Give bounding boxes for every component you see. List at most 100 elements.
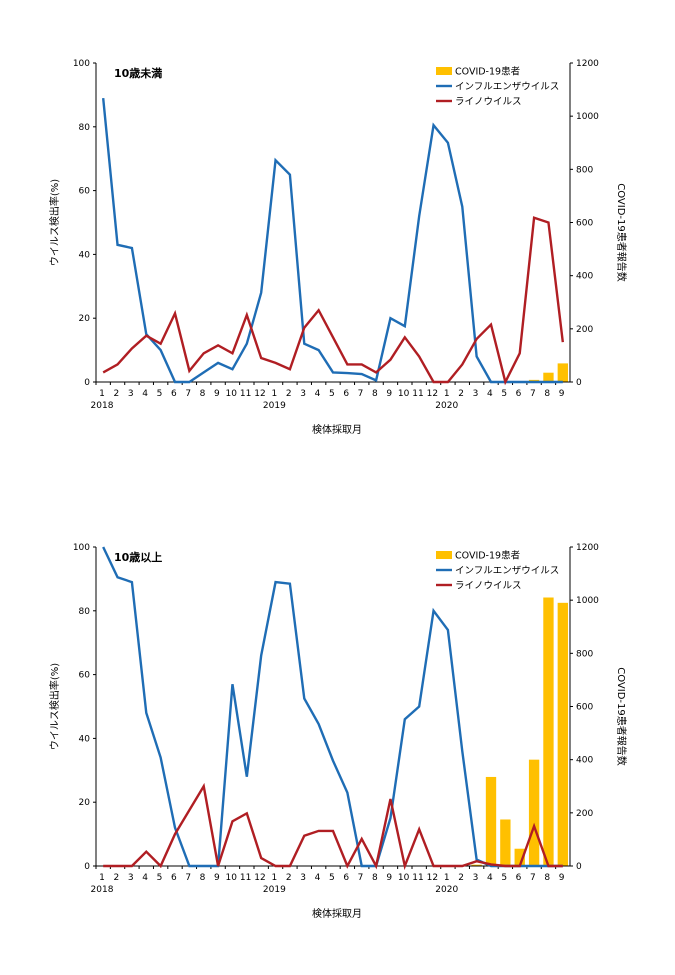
y2-tick-label: 600: [576, 219, 593, 229]
y-tick-label: 80: [79, 123, 91, 133]
x-tick-label: 6: [516, 873, 522, 883]
x-tick-label: 9: [214, 389, 220, 399]
rhinovirus-line: [103, 782, 563, 871]
x-tick-label: 5: [157, 873, 163, 883]
x-tick-label: 8: [200, 389, 206, 399]
y2-tick-label: 600: [576, 703, 593, 713]
x-tick-label: 11: [412, 873, 423, 883]
x-year-label: 2020: [435, 885, 458, 895]
x-tick-label: 12: [254, 389, 265, 399]
y2-tick-label: 200: [576, 809, 593, 819]
x-year-label: 2018: [91, 885, 114, 895]
x-tick-label: 4: [142, 389, 148, 399]
x-tick-label: 7: [358, 389, 364, 399]
legend-label: ライノウイルス: [455, 581, 522, 592]
x-tick-label: 6: [343, 389, 349, 399]
rhinovirus-line: [102, 216, 565, 386]
panel-title: 10歳未満: [114, 66, 162, 80]
x-tick-label: 7: [185, 873, 191, 883]
x-tick-label: 10: [398, 389, 410, 399]
x-tick-label: 1: [99, 873, 105, 883]
y2-tick-label: 400: [576, 272, 593, 282]
x-tick-label: 5: [329, 389, 335, 399]
influenza-line: [101, 97, 563, 384]
x-tick-label: 6: [516, 389, 522, 399]
y2-tick-label: 400: [576, 756, 593, 766]
x-tick-label: 4: [487, 873, 493, 883]
y-tick-label: 100: [73, 543, 90, 553]
x-tick-label: 1: [444, 389, 450, 399]
x-tick-label: 11: [240, 389, 251, 399]
x-tick-label: 7: [358, 873, 364, 883]
x-tick-label: 9: [386, 873, 392, 883]
x-tick-label: 3: [300, 389, 306, 399]
legend-swatch-bar: [436, 551, 452, 559]
legend-label: ライノウイルス: [455, 97, 522, 108]
y2-axis-title: COVID-19患者報告数: [615, 667, 628, 766]
x-tick-label: 5: [501, 873, 507, 883]
panel-title: 10歳以上: [114, 550, 162, 564]
covid-bar: [557, 602, 568, 866]
covid-bar: [557, 363, 568, 382]
y2-tick-label: 200: [576, 325, 593, 335]
x-tick-label: 8: [372, 873, 378, 883]
y2-tick-label: 1200: [576, 59, 599, 69]
x-tick-label: 4: [487, 389, 493, 399]
y2-tick-label: 0: [576, 862, 582, 872]
y-tick-label: 0: [84, 862, 90, 872]
y-tick-label: 60: [79, 671, 91, 681]
x-tick-label: 2: [286, 389, 292, 399]
x-tick-label: 7: [185, 389, 191, 399]
x-tick-label: 6: [171, 389, 177, 399]
covid-bar: [528, 759, 540, 866]
x-tick-label: 12: [427, 873, 438, 883]
x-tick-label: 10: [398, 873, 410, 883]
covid-bar: [543, 372, 554, 382]
x-tick-label: 12: [427, 389, 438, 399]
x-tick-label: 10: [226, 389, 238, 399]
y2-tick-label: 800: [576, 649, 593, 659]
x-tick-label: 4: [142, 873, 148, 883]
y-tick-label: 80: [79, 607, 91, 617]
y-axis-title: ウイルス検出率(%): [48, 179, 61, 266]
x-tick-label: 2: [286, 873, 292, 883]
x-tick-label: 9: [559, 389, 565, 399]
x-tick-label: 6: [343, 873, 349, 883]
x-tick-label: 1: [444, 873, 450, 883]
x-tick-label: 5: [157, 389, 163, 399]
legend-swatch-bar: [436, 67, 452, 75]
x-tick-label: 9: [559, 873, 565, 883]
x-tick-label: 3: [128, 873, 134, 883]
x-tick-label: 10: [226, 873, 238, 883]
legend-label: COVID-19患者: [455, 550, 520, 562]
x-tick-label: 11: [412, 389, 423, 399]
covid-bar: [514, 848, 525, 866]
x-tick-label: 6: [171, 873, 177, 883]
x-tick-label: 9: [214, 873, 220, 883]
x-tick-label: 3: [128, 389, 134, 399]
x-tick-label: 8: [544, 389, 550, 399]
y2-tick-label: 1200: [576, 543, 599, 553]
x-tick-label: 8: [372, 389, 378, 399]
covid-bar: [485, 776, 497, 866]
x-year-label: 2019: [263, 885, 286, 895]
x-tick-label: 7: [530, 873, 536, 883]
legend-label: インフルエンザウイルス: [455, 82, 559, 93]
x-tick-label: 3: [300, 873, 306, 883]
legend-label: COVID-19患者: [455, 66, 520, 78]
covid-bar: [500, 819, 511, 866]
y2-tick-label: 1000: [576, 596, 599, 606]
x-axis-title: 検体採取月: [312, 423, 362, 436]
x-tick-label: 12: [254, 873, 265, 883]
y-axis-title: ウイルス検出率(%): [48, 663, 61, 750]
y2-tick-label: 0: [576, 378, 582, 388]
x-tick-label: 1: [99, 389, 105, 399]
y-tick-label: 100: [73, 59, 90, 69]
y-tick-label: 0: [84, 378, 90, 388]
x-tick-label: 5: [329, 873, 335, 883]
